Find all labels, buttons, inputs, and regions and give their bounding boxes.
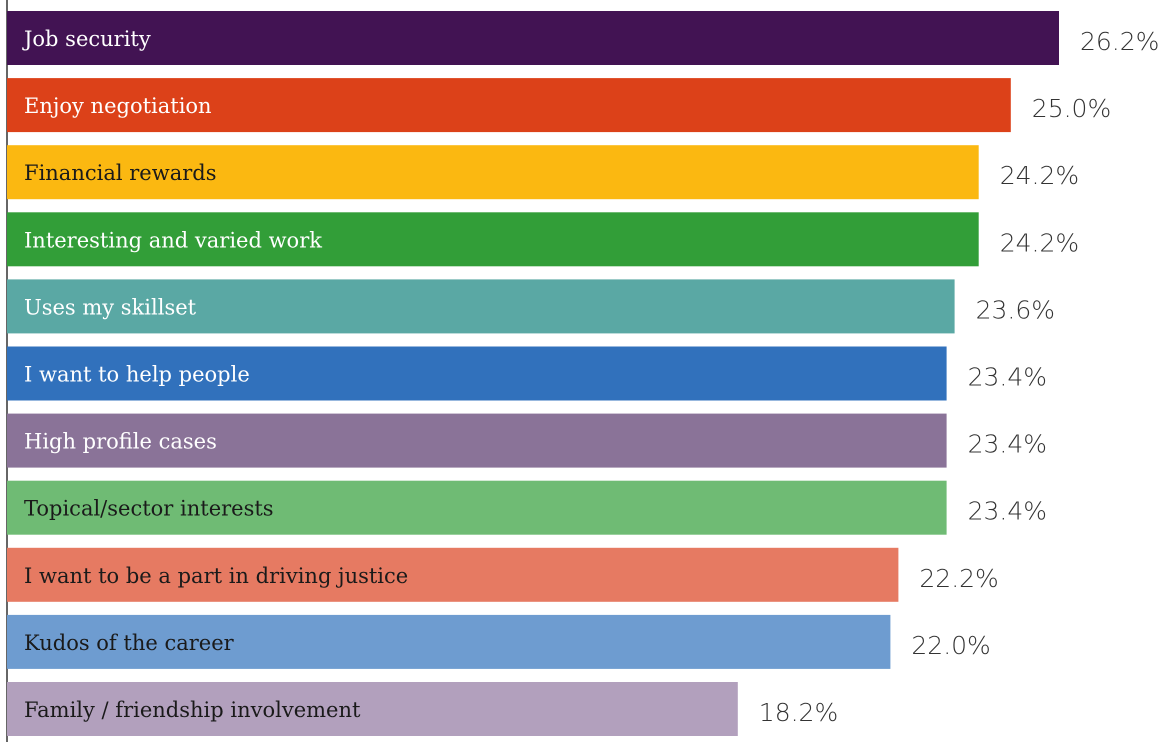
value-label-7: 23.4% bbox=[968, 430, 1047, 459]
value-label-8: 23.4% bbox=[968, 497, 1047, 526]
bar-label-2: Enjoy negotiation bbox=[24, 94, 212, 118]
bar-5 bbox=[7, 279, 955, 334]
bar-label-9: I want to be a part in driving justice bbox=[24, 564, 408, 588]
value-label-5: 23.6% bbox=[976, 295, 1055, 324]
bar-11 bbox=[7, 682, 738, 736]
bar-8 bbox=[7, 480, 947, 535]
bar-label-4: Interesting and varied work bbox=[24, 228, 322, 252]
bar-10 bbox=[7, 614, 891, 669]
value-label-10: 22.0% bbox=[911, 631, 990, 660]
value-label-4: 24.2% bbox=[1000, 228, 1079, 257]
bar-label-1: Job security bbox=[22, 27, 151, 51]
value-label-3: 24.2% bbox=[1000, 161, 1079, 190]
value-label-1: 26.2% bbox=[1080, 27, 1159, 56]
bar-4 bbox=[7, 212, 979, 267]
bar-label-6: I want to help people bbox=[24, 363, 250, 387]
bar-label-8: Topical/sector interests bbox=[24, 497, 274, 521]
value-label-2: 25.0% bbox=[1032, 94, 1111, 123]
bar-3 bbox=[7, 145, 979, 200]
bar-2 bbox=[7, 78, 1011, 133]
bars-group: Job security 26.2% Enjoy negotiation 25.0% F… bbox=[7, 11, 1159, 736]
bar-label-10: Kudos of the career bbox=[24, 631, 235, 655]
value-label-11: 18.2% bbox=[759, 698, 838, 727]
bar-9 bbox=[7, 547, 899, 602]
bar-label-3: Financial rewards bbox=[24, 161, 216, 185]
bar-7 bbox=[7, 413, 947, 468]
value-label-6: 23.4% bbox=[968, 363, 1047, 392]
bar-1 bbox=[7, 11, 1059, 65]
bar-label-5: Uses my skillset bbox=[24, 295, 197, 319]
bar-label-7: High profile cases bbox=[24, 430, 217, 454]
bar-label-11: Family / friendship involvement bbox=[24, 698, 361, 722]
bar-6 bbox=[7, 346, 947, 401]
value-label-9: 22.2% bbox=[919, 564, 998, 593]
